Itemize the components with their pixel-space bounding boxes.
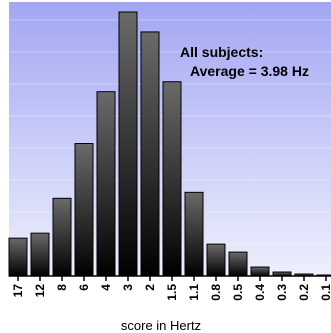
x-tick-label-0.4: 0.4 [253,284,267,301]
x-tick-label-0.5: 0.5 [231,284,245,301]
bar-2 [140,31,160,277]
x-tick-label-1.5: 1.5 [165,284,179,301]
bar-17 [8,237,28,277]
x-tick-label-0.2: 0.2 [297,284,311,301]
x-tick-label-12: 12 [33,284,47,298]
bar-0.5 [228,251,248,277]
bar-6 [74,143,94,277]
annotation-line-1: All subjects: [180,44,263,60]
x-tick-label-8: 8 [55,284,69,291]
x-tick-label-17: 17 [11,284,25,298]
x-ticks [17,276,327,281]
x-tick-label-0.8: 0.8 [209,284,223,301]
x-tick-label-6: 6 [77,284,91,291]
x-tick-label-0.1: 0.1 [319,284,331,301]
x-axis-label: score in Hertz [121,318,201,333]
x-tick-label-0.3: 0.3 [275,284,289,301]
x-tick-label-3: 3 [121,284,135,291]
bar-1.5 [162,81,182,277]
x-tick-label-1.1: 1.1 [187,284,201,301]
x-tick-label-4: 4 [99,284,113,291]
bar-8 [52,197,72,277]
x-tick-label-2: 2 [143,284,157,291]
bar-12 [30,232,50,277]
x-tick-labels: 17 12 8 6 4 3 2 1.5 1.1 0.8 0.5 0.4 0.3 0.2 0.1 [11,284,331,301]
annotation-line-2: Average = 3.98 Hz [190,63,309,79]
bar-0.4 [250,266,270,277]
bar-4 [96,91,116,277]
bar-3 [118,11,138,277]
bar-0.8 [206,243,226,277]
bar-1.1 [184,191,204,277]
